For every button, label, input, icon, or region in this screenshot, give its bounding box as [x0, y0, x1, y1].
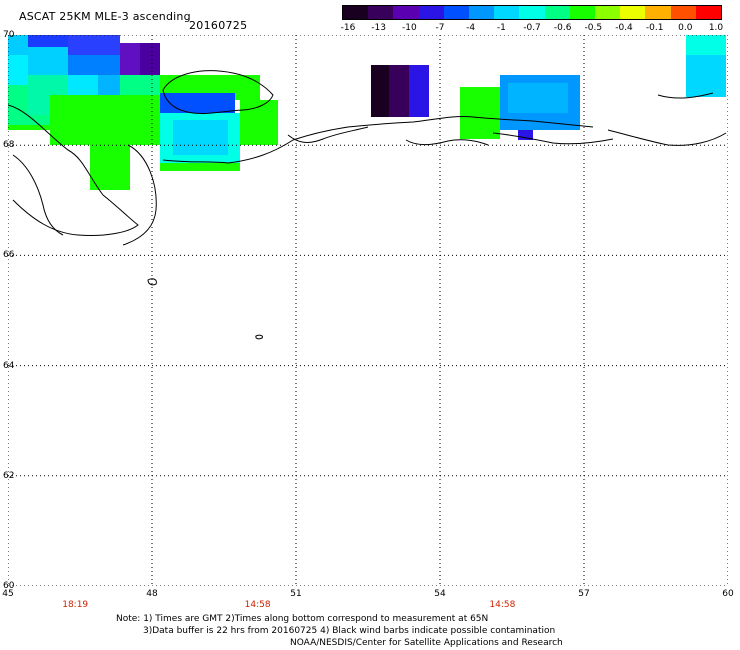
coastlines	[8, 70, 727, 340]
data-cell	[68, 55, 120, 75]
pass-time-label: 14:58	[244, 600, 271, 610]
map-date: 20160725	[189, 19, 248, 32]
color-scale-tick: -0.4	[615, 23, 633, 33]
color-swatch	[569, 6, 596, 19]
arkhangelsk-coast	[12, 154, 64, 236]
yamal-west-coast	[607, 129, 727, 146]
color-scale-tick: -0.6	[553, 23, 572, 33]
note-line-3: NOAA/NESDIS/Center for Satellite Applica…	[290, 638, 563, 648]
yugorsky-coast	[492, 132, 614, 145]
data-cell	[508, 83, 568, 113]
color-swatch	[645, 6, 671, 19]
color-swatch	[418, 6, 444, 19]
map-plot	[8, 35, 728, 586]
coastline-pechora-bay	[287, 126, 369, 143]
color-scale-tick: -7	[435, 23, 445, 33]
pass-time-label: 14:58	[489, 600, 516, 610]
color-swatch	[519, 6, 545, 19]
color-scale-tick: -0.7	[523, 23, 541, 33]
coastline-mezen	[122, 144, 157, 246]
color-scale-tick: 0.0	[678, 23, 693, 33]
data-cell	[28, 47, 68, 75]
color-scale-tick: 1.0	[708, 23, 724, 33]
color-scale-tick: -0.1	[645, 23, 664, 33]
data-cell	[120, 75, 160, 95]
latitude-label: 62	[3, 470, 15, 481]
note-line-1: Note: 1) Times are GMT 2)Times along bot…	[116, 614, 489, 624]
data-cell	[371, 65, 389, 117]
color-scale-bar	[342, 5, 722, 20]
latitude-label: 68	[3, 140, 15, 151]
color-scale-tick: -4	[466, 23, 476, 33]
color-scale-tick: -13	[371, 23, 387, 33]
color-swatch	[494, 6, 520, 19]
longitude-label: 60	[722, 589, 734, 599]
color-scale-tick: -10	[401, 23, 417, 33]
data-cell	[160, 93, 235, 113]
data-cell	[518, 130, 533, 140]
data-cell	[8, 125, 50, 130]
data-cell	[409, 65, 429, 117]
color-swatch	[544, 6, 570, 19]
coastline-kanin	[8, 104, 139, 236]
color-swatch	[393, 6, 419, 19]
data-cell	[686, 55, 726, 97]
data-cell	[8, 35, 28, 55]
longitude-label: 51	[290, 589, 302, 599]
color-swatch	[469, 6, 495, 19]
color-swatch	[368, 6, 394, 19]
coastline-pechora	[162, 116, 594, 164]
latitude-label: 64	[3, 360, 15, 371]
small-island	[147, 278, 157, 286]
longitude-label: 57	[578, 589, 590, 599]
color-scale-tick: -0.5	[584, 23, 603, 33]
pass-time-label: 18:19	[62, 600, 89, 610]
color-scale-tick: -1	[496, 23, 506, 33]
longitude-label: 48	[146, 589, 158, 599]
data-cell	[686, 35, 726, 55]
latitude-label: 70	[3, 30, 15, 40]
data-cell	[160, 163, 240, 171]
data-cell	[98, 75, 120, 100]
map-title: ASCAT 25KM MLE-3 ascending	[19, 10, 191, 23]
data-cell	[120, 43, 140, 75]
color-swatch	[443, 6, 470, 19]
data-cell	[240, 100, 278, 145]
note-line-2: 3)Data buffer is 22 hrs from 20160725 4)…	[143, 626, 556, 636]
vaygach-coast	[405, 139, 489, 146]
small-island-2	[255, 334, 263, 340]
color-swatch	[620, 6, 646, 19]
data-cell	[389, 65, 409, 117]
baydaratskaya-coast	[657, 92, 714, 99]
data-cell	[173, 120, 228, 155]
data-cell	[8, 55, 28, 85]
data-cell	[68, 35, 120, 55]
data-cell	[50, 95, 160, 145]
data-cell	[28, 35, 68, 47]
color-scale-tick: -16	[340, 23, 356, 33]
data-cell	[90, 145, 130, 190]
data-cell	[140, 43, 160, 75]
kolguev-island	[162, 70, 274, 115]
color-swatch	[343, 6, 369, 19]
longitude-label: 54	[434, 589, 446, 599]
latitude-label: 66	[3, 250, 15, 261]
latitude-label: 60	[3, 581, 15, 591]
graticule	[8, 35, 728, 586]
data-swaths	[8, 35, 726, 190]
longitude-label: 45	[2, 589, 14, 599]
color-swatch	[595, 6, 621, 19]
color-swatch	[670, 6, 696, 19]
data-cell	[460, 87, 500, 139]
color-swatch	[695, 6, 722, 19]
